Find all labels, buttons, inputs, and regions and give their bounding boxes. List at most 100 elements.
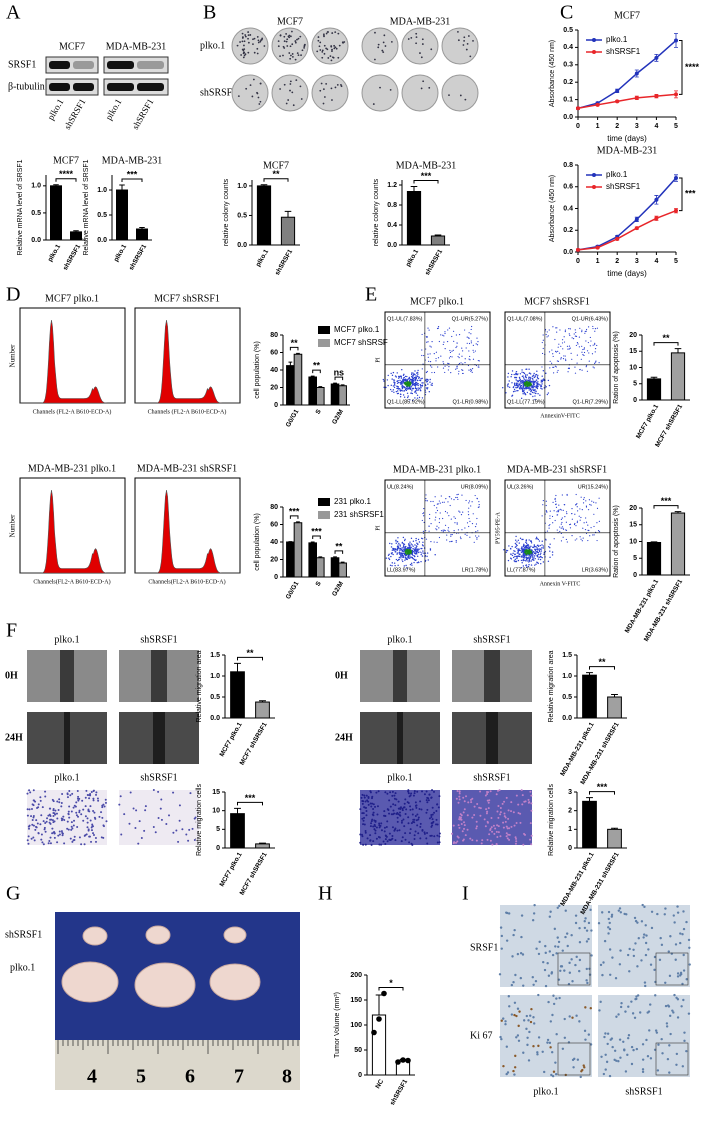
colony <box>325 83 327 85</box>
event <box>396 385 397 386</box>
column-label: shSRSF1 <box>625 1086 662 1097</box>
event <box>559 353 560 354</box>
nucleus <box>520 977 522 979</box>
nucleus <box>609 928 611 930</box>
event <box>401 382 402 383</box>
event <box>548 335 549 336</box>
cell <box>153 789 155 791</box>
cell <box>391 795 393 797</box>
event <box>406 384 407 385</box>
cell <box>458 796 460 798</box>
panel-letter: A <box>6 2 21 24</box>
cell <box>362 823 364 825</box>
event <box>431 341 432 342</box>
colony <box>240 54 242 56</box>
y-tick-label: 0.8 <box>387 202 397 209</box>
event <box>461 356 462 357</box>
event <box>518 560 519 561</box>
scatter-frame <box>505 480 610 576</box>
cell <box>490 840 492 842</box>
event <box>581 330 582 331</box>
significance-label: ns <box>334 368 345 378</box>
event <box>569 333 570 334</box>
nucleus <box>632 1049 634 1051</box>
event <box>525 546 526 547</box>
cell <box>378 843 380 845</box>
event <box>471 342 472 343</box>
cell <box>438 806 440 808</box>
event <box>435 519 436 520</box>
cell <box>85 790 87 792</box>
nucleus <box>585 979 587 981</box>
cell <box>172 832 174 834</box>
cell <box>458 827 460 829</box>
event <box>522 387 523 388</box>
x-tick-label: S <box>314 580 323 588</box>
x-tick-label: plko.1 <box>47 243 63 263</box>
nucleus <box>642 1058 644 1060</box>
nucleus <box>688 939 690 941</box>
nucleus <box>558 997 560 999</box>
event <box>580 517 581 518</box>
event <box>443 363 444 364</box>
cell <box>389 791 391 793</box>
event <box>440 503 441 504</box>
colony <box>416 36 418 38</box>
event <box>420 384 421 385</box>
cell-line-label: MDA-MB-231 <box>106 41 167 52</box>
colony <box>331 99 333 101</box>
cell <box>451 833 453 835</box>
cell <box>500 811 502 813</box>
cell <box>40 839 42 841</box>
y-axis-label: relative colony counts <box>373 178 380 246</box>
series-line <box>578 94 676 108</box>
event <box>587 540 588 541</box>
event <box>590 345 591 346</box>
nucleus <box>584 920 586 922</box>
significance-label: *** <box>685 189 696 199</box>
event <box>552 554 553 555</box>
colony-well <box>442 28 478 64</box>
nucleus <box>555 1033 557 1035</box>
event <box>399 551 400 552</box>
event <box>543 380 544 381</box>
colony <box>257 93 259 95</box>
bar <box>608 697 622 718</box>
nucleus <box>504 1023 506 1025</box>
event <box>465 534 466 535</box>
event <box>527 553 528 554</box>
colony <box>324 45 326 47</box>
colony <box>383 34 385 36</box>
colony <box>288 35 290 37</box>
event <box>395 551 396 552</box>
nucleus <box>675 943 677 945</box>
event <box>456 334 457 335</box>
cell <box>98 816 100 818</box>
event <box>529 393 530 394</box>
event <box>405 551 406 552</box>
nucleus <box>518 1040 520 1042</box>
cell <box>479 790 481 792</box>
cell <box>139 820 141 822</box>
cell <box>416 819 418 821</box>
column-label: plko.1 <box>387 634 412 645</box>
cell <box>52 819 54 821</box>
event <box>395 540 396 541</box>
event <box>542 375 543 376</box>
cell <box>71 793 73 795</box>
cell <box>376 813 378 815</box>
event <box>556 332 557 333</box>
event <box>534 389 535 390</box>
x-tick-label: shSRSF1 <box>62 243 83 272</box>
panel-letter: E <box>365 284 377 306</box>
event <box>434 372 435 373</box>
x-tick-label: shSRSF1 <box>389 1078 410 1107</box>
event <box>422 542 423 543</box>
event <box>534 384 535 385</box>
event <box>516 544 517 545</box>
cell <box>432 822 434 824</box>
event <box>537 548 538 549</box>
event <box>539 554 540 555</box>
blot-band <box>137 61 164 69</box>
event <box>510 557 511 558</box>
